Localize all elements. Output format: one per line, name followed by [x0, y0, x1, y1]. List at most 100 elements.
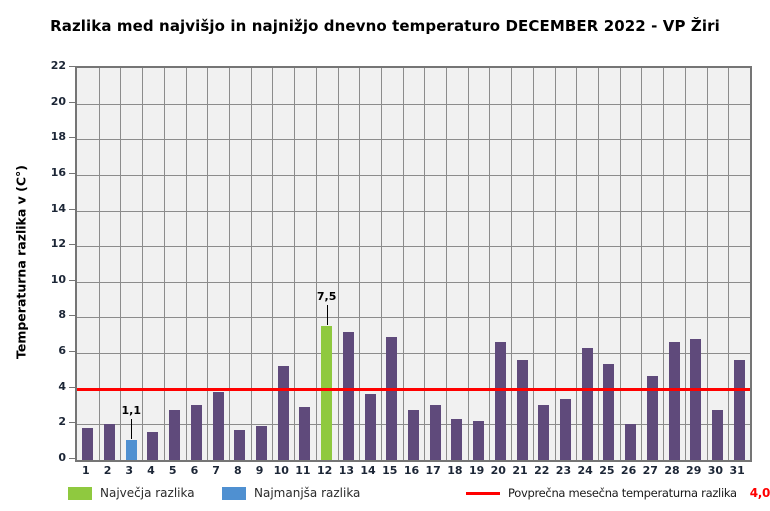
gridline-vertical [728, 68, 730, 460]
data-label-day-3: 1,1 [121, 404, 142, 418]
x-tick-label: 23 [555, 464, 572, 477]
legend: Največja razlika Najmanjša razlika Dan P… [0, 486, 770, 508]
bar-day-25 [603, 363, 615, 460]
legend-item-min: Najmanjša razlika [222, 486, 360, 500]
gridline-vertical [250, 68, 252, 460]
y-tick-label: 14 [50, 201, 66, 215]
y-tick-mark [69, 101, 75, 103]
x-tick-label: 26 [620, 464, 637, 477]
y-tick-label: 6 [58, 344, 66, 358]
bar-day-22 [538, 404, 550, 460]
gridline-vertical [359, 68, 361, 460]
x-tick-label: 2 [103, 464, 112, 477]
data-label-day-12: 7,5 [316, 290, 337, 304]
gridline-horizontal [77, 210, 750, 212]
bar-day-12-max [321, 326, 333, 460]
gridline-vertical [142, 68, 144, 460]
gridline-vertical [598, 68, 600, 460]
gridline-vertical [120, 68, 122, 460]
y-tick-label: 22 [50, 59, 66, 72]
gridline-vertical [424, 68, 426, 460]
average-line [77, 387, 750, 391]
x-tick-label: 14 [360, 464, 376, 477]
y-tick-mark [69, 386, 75, 388]
gridline-horizontal [77, 174, 750, 176]
gridline-vertical [641, 68, 643, 460]
gridline-vertical [446, 68, 448, 460]
y-tick-mark [69, 172, 75, 174]
x-tick-label: 9 [255, 464, 264, 477]
bar-day-11 [299, 406, 311, 460]
y-tick-label: 20 [50, 94, 66, 108]
data-label-leader-line [131, 419, 133, 440]
gridline-horizontal [77, 139, 750, 141]
gridline-vertical [98, 68, 100, 460]
x-tick-label: 19 [468, 464, 485, 477]
bar-day-14 [364, 394, 376, 460]
legend-item-average: Povprečna mesečna temperaturna razlika 4… [466, 486, 770, 500]
x-tick-label: 27 [642, 464, 658, 477]
bar-day-7 [212, 392, 224, 460]
y-tick-mark [69, 208, 75, 210]
gridline-vertical [402, 68, 404, 460]
bar-day-28 [668, 342, 680, 460]
bar-day-18 [451, 419, 463, 460]
bar-day-21 [516, 360, 528, 460]
gridline-vertical [489, 68, 491, 460]
gridline-horizontal [77, 317, 750, 319]
bar-day-1 [82, 427, 94, 460]
x-tick-label: 8 [233, 464, 242, 477]
legend-item-max: Največja razlika [68, 486, 195, 500]
x-tick-label: 17 [425, 464, 441, 477]
legend-average-value: 4,0 °C [749, 486, 770, 500]
gridline-vertical [337, 68, 339, 460]
bar-day-5 [169, 410, 181, 460]
bar-day-31 [733, 360, 745, 460]
x-tick-label: 18 [447, 464, 463, 477]
gridline-vertical [163, 68, 165, 460]
gridline-vertical [272, 68, 274, 460]
y-tick-mark [69, 422, 75, 424]
gridline-vertical [706, 68, 708, 460]
bar-day-17 [429, 404, 441, 460]
y-axis-title: Temperaturna razlika v (C°) [13, 164, 29, 360]
y-tick-label: 18 [50, 130, 66, 144]
x-tick-label: 6 [190, 464, 199, 477]
x-tick-label: 13 [338, 464, 355, 477]
gridline-vertical [511, 68, 513, 460]
legend-swatch-average-line-icon [466, 491, 500, 495]
bar-day-10 [277, 365, 289, 460]
x-tick-label: 7 [212, 464, 220, 477]
x-tick-label: 24 [577, 464, 593, 477]
x-tick-label: 5 [168, 464, 177, 477]
bar-day-6 [190, 404, 202, 460]
legend-label-max: Največja razlika [100, 486, 195, 500]
x-tick-label: 25 [599, 464, 615, 477]
gridline-vertical [315, 68, 317, 460]
x-tick-label: 20 [490, 464, 506, 477]
bar-day-9 [256, 426, 268, 460]
y-tick-mark [69, 315, 75, 317]
y-tick-label: 16 [50, 165, 66, 179]
bar-day-8 [234, 429, 246, 460]
x-tick-label: 12 [316, 464, 333, 477]
legend-swatch-min-icon [222, 486, 246, 500]
gridline-vertical [663, 68, 665, 460]
bar-day-29 [690, 338, 702, 460]
y-tick-mark [69, 279, 75, 281]
gridline-vertical [576, 68, 578, 460]
bar-day-4 [147, 431, 159, 460]
y-tick-mark [69, 137, 75, 139]
bar-day-13 [342, 331, 354, 460]
legend-swatch-max-icon [68, 486, 92, 500]
x-tick-label: 31 [729, 464, 745, 477]
gridline-vertical [532, 68, 534, 460]
bar-day-26 [625, 424, 637, 460]
gridline-horizontal [77, 281, 750, 283]
gridline-vertical [554, 68, 556, 460]
gridline-vertical [228, 68, 230, 460]
gridline-horizontal [77, 353, 750, 355]
gridline-vertical [294, 68, 296, 460]
x-tick-label: 16 [403, 464, 420, 477]
